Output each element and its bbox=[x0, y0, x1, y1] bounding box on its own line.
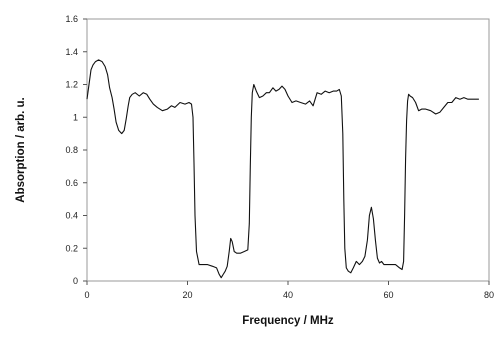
y-tick-label: 0 bbox=[73, 276, 78, 286]
y-tick-label: 0.8 bbox=[65, 145, 78, 155]
series-line bbox=[86, 59, 479, 279]
y-axis-title: Absorption / arb. u. bbox=[15, 97, 27, 202]
y-tick-label: 0.2 bbox=[65, 243, 78, 253]
x-tick-label: 40 bbox=[283, 290, 293, 300]
x-tick-label: 60 bbox=[383, 290, 393, 300]
x-tick-label: 20 bbox=[182, 290, 192, 300]
y-tick-label: 1.6 bbox=[65, 14, 78, 24]
y-axis: 0 0.2 0.4 0.6 0.8 1 1.2 1.4 1.6 bbox=[65, 14, 87, 286]
x-tick-label: 80 bbox=[484, 290, 494, 300]
x-axis: 0 20 40 60 80 bbox=[84, 281, 494, 300]
y-tick-label: 1.2 bbox=[65, 80, 78, 90]
x-tick-label: 0 bbox=[84, 290, 89, 300]
y-tick-label: 0.4 bbox=[65, 211, 78, 221]
x-axis-title: Frequency / MHz bbox=[242, 315, 334, 327]
y-tick-label: 0.6 bbox=[65, 178, 78, 188]
y-tick-label: 1 bbox=[73, 112, 78, 122]
y-tick-label: 1.4 bbox=[65, 47, 78, 57]
plot-frame bbox=[86, 18, 490, 282]
